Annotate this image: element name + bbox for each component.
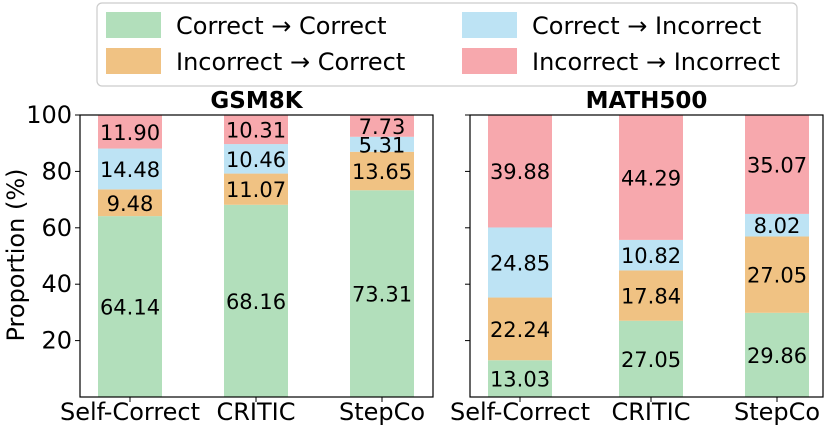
data-label-incorrect-incorrect-critic: 44.29 [621, 166, 681, 190]
chart-panels: 64.14 9.48 14.48 11.90 Self-Correct 68.16 11.0… [26, 88, 824, 426]
panel-title-math500: MATH500 [586, 88, 708, 114]
data-label-incorrect-incorrect-self-correct: 39.88 [490, 160, 550, 184]
legend-frame [96, 2, 798, 87]
panel-math500: 13.03 22.24 24.85 39.88 Self-Correct 27.05 17.… [450, 88, 824, 426]
data-label-incorrect-correct-self-correct: 22.24 [490, 318, 550, 342]
data-label-correct-correct-stepco: 73.31 [352, 283, 412, 307]
data-label-correct-incorrect-stepco: 8.02 [754, 214, 801, 238]
bar-segment-correct-incorrect-self-correct [98, 148, 162, 190]
x-tick-label-stepco: StepCo [734, 398, 820, 426]
bar-segment-incorrect-incorrect-self-correct [488, 115, 552, 228]
data-label-incorrect-correct-stepco: 27.05 [747, 264, 807, 288]
legend-swatch-incorrect-incorrect [462, 48, 517, 74]
y-tick-label-20: 20 [41, 327, 72, 355]
data-label-correct-correct-critic: 68.16 [226, 290, 286, 314]
bar-segment-incorrect-correct-self-correct [488, 297, 552, 361]
y-tick-label-100: 100 [26, 101, 72, 129]
data-label-incorrect-correct-critic: 11.07 [226, 178, 286, 202]
bar-segment-incorrect-correct-stepco [745, 236, 809, 313]
bar-segment-correct-correct-critic [619, 320, 683, 397]
legend-swatch-correct-incorrect [462, 12, 517, 38]
bar-segment-correct-correct-stepco [745, 312, 809, 397]
bar-segment-correct-correct-critic [224, 204, 288, 397]
bar-segment-correct-incorrect-stepco [745, 213, 809, 237]
bar-segment-incorrect-correct-self-correct [98, 189, 162, 217]
x-tick-label-self-correct: Self-Correct [450, 398, 590, 426]
panel-title-gsm8k: GSM8K [210, 88, 303, 114]
y-tick-label-80: 80 [41, 157, 72, 185]
data-label-correct-incorrect-self-correct: 24.85 [490, 252, 550, 276]
data-label-incorrect-incorrect-self-correct: 11.90 [100, 121, 160, 145]
bar-segment-incorrect-correct-critic [224, 173, 288, 205]
data-label-correct-correct-stepco: 29.86 [747, 344, 807, 368]
legend-swatch-incorrect-correct [106, 48, 161, 74]
legend-label-incorrect-incorrect: Incorrect → Incorrect [532, 48, 780, 76]
data-label-correct-correct-self-correct: 13.03 [490, 368, 550, 392]
bar-segment-incorrect-correct-stepco [350, 151, 414, 191]
data-label-incorrect-correct-critic: 17.84 [621, 285, 681, 309]
legend-label-correct-correct: Correct → Correct [176, 12, 387, 40]
panel-gsm8k: 64.14 9.48 14.48 11.90 Self-Correct 68.16 11.0… [26, 88, 434, 426]
y-tick-label-60: 60 [41, 214, 72, 242]
legend-swatch-correct-correct [106, 12, 161, 38]
bar-segment-correct-incorrect-stepco [350, 136, 414, 152]
bar-segment-incorrect-incorrect-self-correct [98, 115, 162, 149]
bar-segment-incorrect-correct-critic [619, 270, 683, 321]
legend-label-correct-incorrect: Correct → Incorrect [532, 12, 761, 40]
data-label-incorrect-correct-self-correct: 9.48 [107, 192, 154, 216]
bar-segment-incorrect-incorrect-critic [619, 115, 683, 240]
data-label-incorrect-incorrect-stepco: 35.07 [747, 153, 807, 177]
plot-frame [79, 114, 434, 398]
bar-segment-correct-incorrect-critic [619, 239, 683, 271]
bar-segment-incorrect-incorrect-stepco [350, 115, 414, 137]
data-label-incorrect-correct-stepco: 13.65 [352, 160, 412, 184]
bar-segment-correct-incorrect-self-correct [488, 227, 552, 298]
data-label-correct-correct-critic: 27.05 [621, 348, 681, 372]
bar-segment-correct-incorrect-critic [224, 144, 288, 174]
y-axis-label: Proportion (%) [2, 169, 30, 342]
bar-segment-incorrect-incorrect-critic [224, 115, 288, 145]
data-label-incorrect-incorrect-stepco: 7.73 [359, 115, 406, 139]
data-label-correct-incorrect-self-correct: 14.48 [100, 158, 160, 182]
x-tick-label-critic: CRITIC [216, 398, 295, 426]
plot-frame [469, 114, 824, 398]
bar-segment-correct-correct-stepco [350, 190, 414, 397]
y-tick-label-40: 40 [41, 270, 72, 298]
x-tick-label-self-correct: Self-Correct [60, 398, 200, 426]
x-tick-label-critic: CRITIC [611, 398, 690, 426]
legend-label-incorrect-correct: Incorrect → Correct [176, 48, 405, 76]
data-label-correct-incorrect-stepco: 5.31 [359, 133, 406, 157]
x-tick-label-stepco: StepCo [339, 398, 425, 426]
data-label-correct-incorrect-critic: 10.82 [621, 244, 681, 268]
legend: Correct → Correct Correct → Incorrect Inco… [96, 2, 798, 87]
data-label-correct-correct-self-correct: 64.14 [100, 296, 160, 320]
data-label-correct-incorrect-critic: 10.46 [226, 148, 286, 172]
bar-segment-incorrect-incorrect-stepco [745, 115, 809, 214]
bar-segment-correct-correct-self-correct [488, 360, 552, 397]
data-label-incorrect-incorrect-critic: 10.31 [226, 119, 286, 143]
bar-segment-correct-correct-self-correct [98, 216, 162, 397]
